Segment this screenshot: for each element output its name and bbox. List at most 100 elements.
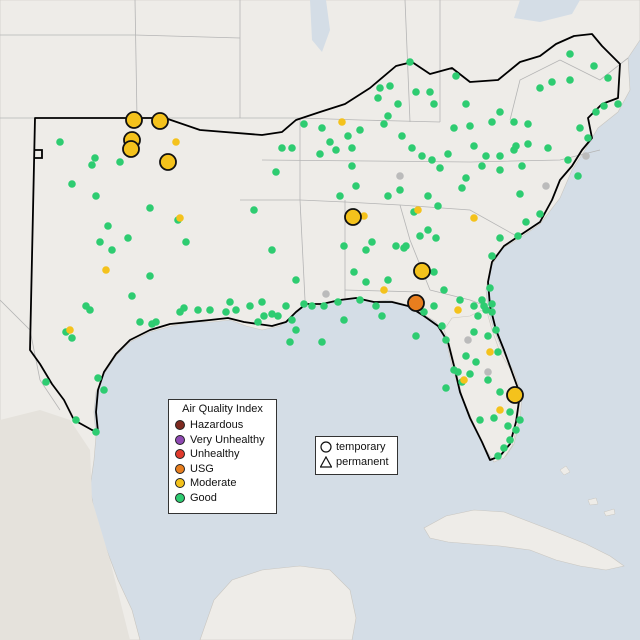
monitor-good-47[interactable]	[268, 246, 276, 254]
monitor-good-108[interactable]	[496, 108, 504, 116]
monitor-good-109[interactable]	[510, 118, 518, 126]
monitor-good-156[interactable]	[380, 120, 388, 128]
monitor-good-18[interactable]	[68, 334, 76, 342]
monitor-good-104[interactable]	[462, 100, 470, 108]
monitor-good-135[interactable]	[494, 452, 502, 460]
monitor-good-8[interactable]	[96, 238, 104, 246]
monitor-good-110[interactable]	[524, 120, 532, 128]
monitor-nodata-1[interactable]	[464, 336, 472, 344]
monitor-good-58[interactable]	[340, 242, 348, 250]
monitor-good-175[interactable]	[442, 384, 450, 392]
monitor-good-77[interactable]	[486, 284, 494, 292]
monitor-good-112[interactable]	[512, 142, 520, 150]
monitor-good-34[interactable]	[288, 316, 296, 324]
monitor-good-90[interactable]	[444, 150, 452, 158]
monitor-good-62[interactable]	[368, 238, 376, 246]
monitor-good-181[interactable]	[482, 306, 490, 314]
monitor-good-68[interactable]	[424, 192, 432, 200]
monitor-good-9[interactable]	[124, 234, 132, 242]
monitor-good-95[interactable]	[384, 112, 392, 120]
monitor-good-150[interactable]	[318, 338, 326, 346]
monitor-good-171[interactable]	[416, 232, 424, 240]
monitor-good-146[interactable]	[420, 308, 428, 316]
monitor-good-99[interactable]	[406, 58, 414, 66]
monitor-good-91[interactable]	[428, 156, 436, 164]
monitor-good-35[interactable]	[292, 326, 300, 334]
monitor-good-168[interactable]	[482, 152, 490, 160]
monitor-good-126[interactable]	[564, 156, 572, 164]
monitor-good-179[interactable]	[488, 300, 496, 308]
monitor-good-33[interactable]	[282, 302, 290, 310]
monitor-highlighted-3[interactable]	[122, 140, 140, 158]
monitor-highlighted-8[interactable]	[506, 386, 524, 404]
monitor-good-152[interactable]	[350, 268, 358, 276]
monitor-good-155[interactable]	[356, 126, 364, 134]
monitor-highlighted-0[interactable]	[125, 111, 143, 129]
monitor-good-41[interactable]	[356, 296, 364, 304]
monitor-good-49[interactable]	[272, 168, 280, 176]
monitor-good-31[interactable]	[268, 310, 276, 318]
monitor-good-144[interactable]	[484, 332, 492, 340]
monitor-good-56[interactable]	[352, 182, 360, 190]
monitor-highlighted-5[interactable]	[344, 208, 362, 226]
monitor-good-118[interactable]	[604, 74, 612, 82]
monitor-good-124[interactable]	[544, 144, 552, 152]
monitor-good-42[interactable]	[372, 302, 380, 310]
monitor-good-74[interactable]	[470, 302, 478, 310]
monitor-good-28[interactable]	[246, 302, 254, 310]
monitor-good-121[interactable]	[592, 108, 600, 116]
monitor-good-71[interactable]	[430, 268, 438, 276]
monitor-good-52[interactable]	[300, 120, 308, 128]
monitor-nodata-3[interactable]	[542, 182, 550, 190]
monitor-good-166[interactable]	[436, 164, 444, 172]
monitor-good-79[interactable]	[496, 234, 504, 242]
monitor-good-94[interactable]	[398, 132, 406, 140]
monitor-good-122[interactable]	[576, 124, 584, 132]
monitor-moderate-0[interactable]	[172, 138, 180, 146]
monitor-good-120[interactable]	[600, 102, 608, 110]
monitor-good-113[interactable]	[536, 84, 544, 92]
monitor-good-27[interactable]	[232, 306, 240, 314]
monitor-good-45[interactable]	[226, 298, 234, 306]
monitor-good-139[interactable]	[496, 388, 504, 396]
monitor-good-19[interactable]	[136, 318, 144, 326]
monitor-good-180[interactable]	[488, 308, 496, 316]
monitor-good-26[interactable]	[222, 308, 230, 316]
monitor-moderate-10[interactable]	[486, 348, 494, 356]
monitor-nodata-0[interactable]	[322, 290, 330, 298]
monitor-good-133[interactable]	[506, 436, 514, 444]
monitor-good-167[interactable]	[450, 124, 458, 132]
monitor-good-10[interactable]	[108, 246, 116, 254]
monitor-good-1[interactable]	[91, 154, 99, 162]
monitor-good-80[interactable]	[514, 232, 522, 240]
monitor-good-53[interactable]	[318, 124, 326, 132]
monitor-nodata-4[interactable]	[484, 368, 492, 376]
monitor-good-106[interactable]	[470, 142, 478, 150]
monitor-good-92[interactable]	[418, 152, 426, 160]
monitor-good-137[interactable]	[516, 416, 524, 424]
monitor-good-21[interactable]	[152, 318, 160, 326]
monitor-good-165[interactable]	[348, 144, 356, 152]
monitor-moderate-12[interactable]	[496, 406, 504, 414]
monitor-good-48[interactable]	[292, 276, 300, 284]
monitor-good-163[interactable]	[316, 150, 324, 158]
monitor-good-158[interactable]	[42, 378, 50, 386]
monitor-good-66[interactable]	[396, 186, 404, 194]
monitor-good-107[interactable]	[488, 118, 496, 126]
monitor-good-97[interactable]	[376, 84, 384, 92]
monitor-good-81[interactable]	[522, 218, 530, 226]
monitor-moderate-2[interactable]	[66, 326, 74, 334]
monitor-good-2[interactable]	[88, 161, 96, 169]
monitor-moderate-9[interactable]	[454, 306, 462, 314]
monitor-good-12[interactable]	[182, 238, 190, 246]
monitor-good-173[interactable]	[442, 336, 450, 344]
monitor-good-128[interactable]	[494, 348, 502, 356]
monitor-moderate-4[interactable]	[338, 118, 346, 126]
monitor-good-54[interactable]	[332, 146, 340, 154]
monitor-good-101[interactable]	[426, 88, 434, 96]
monitor-good-117[interactable]	[590, 62, 598, 70]
monitor-good-160[interactable]	[100, 386, 108, 394]
monitor-good-65[interactable]	[384, 192, 392, 200]
monitor-good-6[interactable]	[146, 204, 154, 212]
